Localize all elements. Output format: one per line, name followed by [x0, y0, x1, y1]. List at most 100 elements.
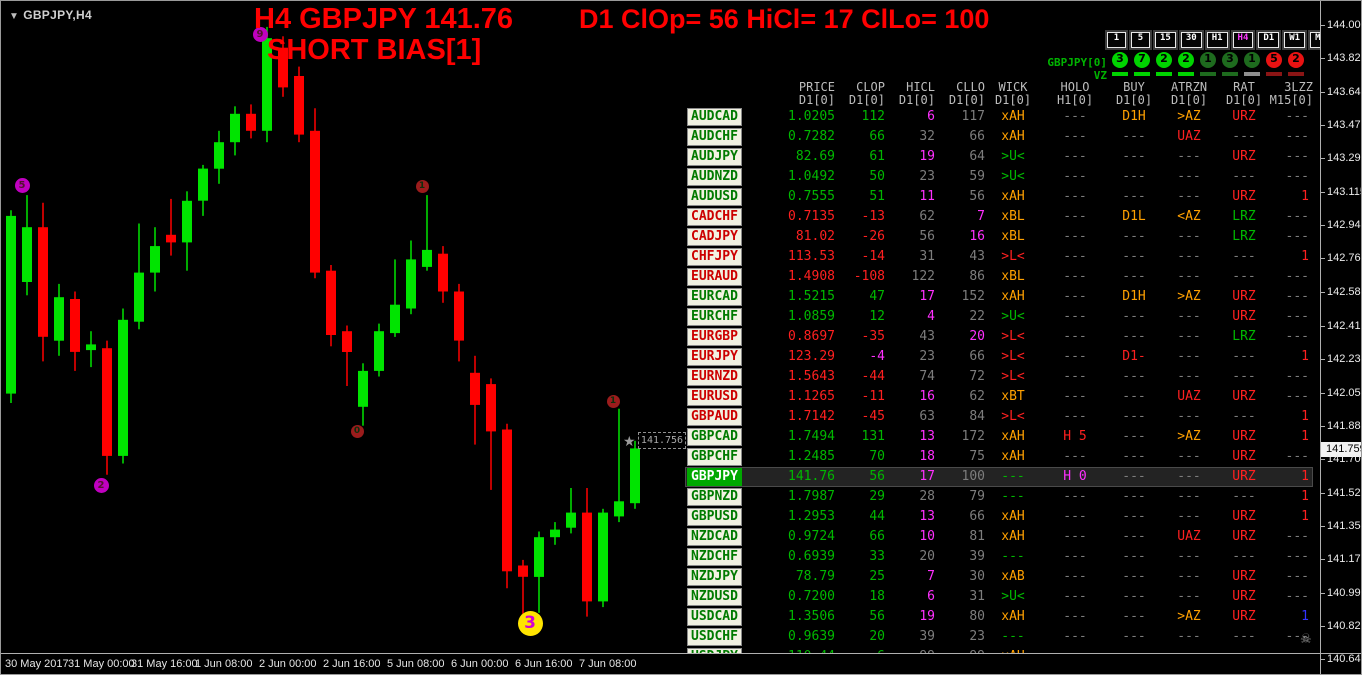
symbol-button-EURUSD[interactable]: EURUSD — [687, 388, 742, 406]
value-cell: 59 — [969, 169, 985, 184]
timeframe-button-W1[interactable]: W1 — [1284, 32, 1306, 48]
value-cell: xAH — [1001, 449, 1025, 464]
symbol-button-EURNZD[interactable]: EURNZD — [687, 368, 742, 386]
indicator-circle: 2 — [1288, 52, 1304, 68]
table-row-AUDNZD: AUDNZD 1.0492 50 23 59 >U< --- --- --- --- --- — [685, 167, 1313, 187]
candle — [470, 355, 480, 445]
bias-title: SHORT BIAS[1] — [267, 34, 482, 66]
value-cell: LRZ — [1232, 329, 1256, 344]
value-cell: xBL — [1001, 269, 1025, 284]
symbol-button-EURGBP[interactable]: EURGBP — [687, 328, 742, 346]
symbol-button-CHFJPY[interactable]: CHFJPY — [687, 248, 742, 266]
value-cell: --- — [1001, 629, 1025, 644]
value-cell: --- — [1177, 249, 1201, 264]
table-row-EURGBP: EURGBP 0.8697 -35 43 20 >L< --- --- --- LRZ --- — [685, 327, 1313, 347]
value-cell: --- — [1122, 449, 1146, 464]
symbol-button-NZDCAD[interactable]: NZDCAD — [687, 528, 742, 546]
symbol-button-USDCAD[interactable]: USDCAD — [687, 608, 742, 626]
candle — [566, 488, 576, 534]
candle — [614, 408, 624, 523]
symbol-button-GBPAUD[interactable]: GBPAUD — [687, 408, 742, 426]
table-row-GBPCAD: GBPCAD 1.7494 131 13 172 xAH H 5 --- >AZ URZ 1 — [685, 427, 1313, 447]
symbol-button-GBPUSD[interactable]: GBPUSD — [687, 508, 742, 526]
price-tick-mark — [1321, 526, 1325, 527]
value-cell: xAH — [1001, 509, 1025, 524]
value-cell: 1 — [1301, 509, 1309, 524]
indicator-circle: 2 — [1178, 52, 1194, 68]
column-header-line1: HICL — [906, 81, 935, 94]
symbol-button-EURAUD[interactable]: EURAUD — [687, 268, 742, 286]
timeframe-button-1[interactable]: 1 — [1107, 32, 1126, 48]
symbol-button-AUDCHF[interactable]: AUDCHF — [687, 128, 742, 146]
table-row-NZDCHF: NZDCHF 0.6939 33 20 39 --- --- --- --- --- --- — [685, 547, 1313, 567]
timeframe-button-H1[interactable]: H1 — [1206, 32, 1228, 48]
value-cell: --- — [1109, 647, 1159, 653]
symbol-cell: NZDCAD — [685, 527, 763, 547]
symbol-button-GBPCHF[interactable]: GBPCHF — [687, 448, 742, 466]
time-axis[interactable]: 30 May 2017 31 May 00:00 31 May 16:00 1 Jun… — [1, 653, 1361, 674]
value-cell: --- — [1285, 289, 1309, 304]
table-row-EURJPY: EURJPY 123.29 -4 23 66 >L< --- D1- --- --- 1 — [685, 347, 1313, 367]
symbol-button-AUDNZD[interactable]: AUDNZD — [687, 168, 742, 186]
symbol-button-EURCAD[interactable]: EURCAD — [687, 288, 742, 306]
symbol-button-AUDUSD[interactable]: AUDUSD — [687, 188, 742, 206]
indicator-circle: 1 — [1244, 52, 1260, 68]
value-cell: 7 — [927, 569, 935, 584]
column-header: BUY D1[0] — [1109, 81, 1159, 107]
value-cell: --- — [1285, 269, 1309, 284]
value-cell: 62 — [919, 209, 935, 224]
value-cell: 110.44 — [763, 647, 835, 653]
value-cell: 131 — [861, 429, 885, 444]
symbol-cell: GBPNZD — [685, 487, 763, 507]
symbol-button-NZDUSD[interactable]: NZDUSD — [687, 588, 742, 606]
table-row-GBPCHF: GBPCHF 1.2485 70 18 75 xAH --- --- --- URZ --- — [685, 447, 1313, 467]
value-cell: --- — [1285, 109, 1309, 124]
price-tick-mark — [1321, 158, 1325, 159]
symbol-button-GBPCAD[interactable]: GBPCAD — [687, 428, 742, 446]
symbol-button-NZDJPY[interactable]: NZDJPY — [687, 568, 742, 586]
price-tick-mark — [1321, 258, 1325, 259]
candle — [182, 191, 192, 271]
price-tick-label: 141.525 — [1327, 487, 1361, 499]
candle — [630, 440, 640, 509]
timeframe-button-15[interactable]: 15 — [1155, 32, 1176, 48]
column-header-line2: D1[0] — [948, 93, 985, 107]
value-cell: 1.5643 — [788, 369, 835, 384]
indicator-symbol-label: GBPJPY[0] — [1047, 56, 1107, 69]
timeframe-button-30[interactable]: 30 — [1180, 32, 1202, 48]
vz-dash — [1178, 72, 1194, 76]
symbol-button-EURCHF[interactable]: EURCHF — [687, 308, 742, 326]
value-cell: xAB — [1001, 569, 1025, 584]
symbol-button-AUDCAD[interactable]: AUDCAD — [687, 108, 742, 126]
symbol-button-EURJPY[interactable]: EURJPY — [687, 348, 742, 366]
time-tick-label: 6 Jun 00:00 — [451, 658, 509, 670]
price-flag-label: 141.756 — [638, 432, 686, 449]
value-cell: URZ — [1232, 189, 1256, 204]
symbol-button-GBPJPY[interactable]: GBPJPY — [687, 468, 742, 486]
price-tick-label: 143.295 — [1327, 152, 1361, 164]
timeframe-button-D1[interactable]: D1 — [1258, 32, 1280, 48]
value-cell: -13 — [861, 209, 885, 224]
value-cell: 32 — [919, 129, 935, 144]
value-cell: --- — [1177, 329, 1201, 344]
value-cell: 63 — [919, 409, 935, 424]
symbol-button-CADCHF[interactable]: CADCHF — [687, 208, 742, 226]
timeframe-button-5[interactable]: 5 — [1131, 32, 1150, 48]
symbol-button-USDJPY[interactable]: USDJPY — [687, 648, 742, 653]
table-row-GBPJPY: GBPJPY 141.76 56 17 100 --- H 0 --- --- URZ 1 — [685, 467, 1313, 487]
value-cell: 11 — [919, 189, 935, 204]
value-cell: 0.9724 — [788, 529, 835, 544]
value-cell: --- — [1063, 569, 1087, 584]
symbol-button-CADJPY[interactable]: CADJPY — [687, 228, 742, 246]
value-cell: >L< — [1001, 369, 1025, 384]
symbol-button-AUDJPY[interactable]: AUDJPY — [687, 148, 742, 166]
price-axis[interactable]: 141.759 144.000 143.825 143.645 143.470 143.… — [1320, 1, 1361, 674]
symbol-cell: CHFJPY — [685, 247, 763, 267]
symbol-button-GBPNZD[interactable]: GBPNZD — [687, 488, 742, 506]
value-cell: 1 — [1301, 349, 1309, 364]
timeframe-button-H4[interactable]: H4 — [1232, 32, 1254, 48]
value-cell: xAH — [1001, 429, 1025, 444]
table-row-EURNZD: EURNZD 1.5643 -44 74 72 >L< --- --- --- --- --- — [685, 367, 1313, 387]
symbol-button-NZDCHF[interactable]: NZDCHF — [687, 548, 742, 566]
symbol-button-USDCHF[interactable]: USDCHF — [687, 628, 742, 646]
